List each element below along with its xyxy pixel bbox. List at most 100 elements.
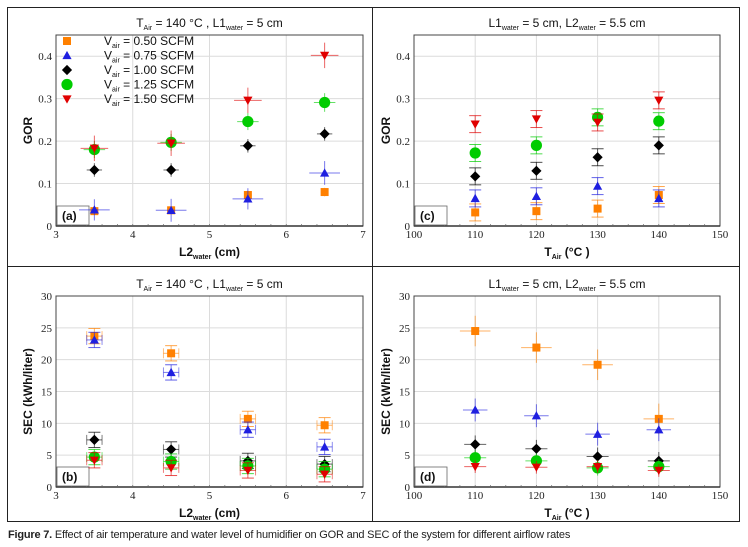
- x-tick-label: 4: [130, 229, 136, 241]
- data-point: [592, 451, 603, 462]
- y-tick-label: 0.2: [38, 136, 52, 148]
- text-run: = 140 °C , L1: [152, 16, 226, 30]
- text-run: = 5.5 cm: [596, 16, 646, 30]
- legend-label: Vair = 1.25 SCFM: [104, 78, 194, 94]
- x-tick-label: 100: [406, 490, 423, 502]
- subscript: water: [192, 254, 212, 261]
- y-tick-label: 20: [399, 355, 411, 367]
- y-tick-label: 10: [41, 418, 53, 430]
- text-run: = 0.50 SCFM: [120, 34, 194, 48]
- subscript: air: [112, 87, 120, 94]
- text-run: (cm): [211, 506, 240, 520]
- x-tick-label: 110: [467, 229, 484, 241]
- data-point: [166, 164, 177, 176]
- text-run: = 1.00 SCFM: [120, 63, 194, 77]
- data-point: [531, 443, 542, 454]
- subscript: Air: [552, 515, 562, 522]
- x-tick-label: 7: [360, 229, 366, 241]
- data-point: [167, 349, 176, 358]
- panel-label: (d): [420, 470, 435, 484]
- panel-label-box: [414, 205, 448, 226]
- data-point: [530, 139, 543, 151]
- series-3: [469, 108, 665, 162]
- data-point: [242, 140, 253, 151]
- y-tick-label: 15: [399, 387, 411, 399]
- series-1: [79, 161, 340, 222]
- data-point: [593, 204, 602, 213]
- data-point: [89, 456, 99, 465]
- text-run: V: [104, 49, 112, 63]
- data-point: [320, 470, 330, 479]
- text-run: T: [544, 245, 552, 259]
- panel-label: (a): [62, 209, 77, 223]
- data-point: [166, 444, 177, 455]
- x-tick-label: 130: [589, 490, 606, 502]
- legend-label: Vair = 1.50 SCFM: [104, 92, 194, 108]
- subscript: water: [192, 515, 212, 522]
- text-run: L1: [489, 16, 503, 30]
- subscript: water: [578, 25, 597, 32]
- data-point: [166, 367, 176, 377]
- x-tick-label: 130: [589, 229, 606, 241]
- series-4: [469, 91, 665, 134]
- plot-area-frame: [413, 34, 721, 227]
- panel-title: TAir = 140 °C , L1water = 5 cm: [136, 277, 283, 293]
- data-point: [654, 425, 664, 434]
- legend-item: Vair = 1.50 SCFM: [62, 92, 194, 108]
- text-run: V: [104, 92, 112, 106]
- data-point: [470, 120, 480, 129]
- subscript: air: [112, 58, 120, 65]
- series-4: [86, 452, 333, 483]
- x-tick-label: 3: [53, 229, 59, 241]
- subscript: water: [501, 286, 520, 293]
- series-1: [469, 177, 665, 208]
- subscript: Air: [552, 254, 562, 261]
- y-axis-label: GOR: [379, 117, 393, 145]
- y-tick-label: 0: [47, 221, 53, 233]
- data-point: [89, 164, 100, 176]
- y-tick-label: 20: [41, 355, 53, 367]
- data-point: [243, 425, 253, 434]
- data-point: [89, 335, 99, 344]
- data-point: [89, 144, 99, 153]
- data-point: [166, 139, 176, 148]
- data-point: [166, 464, 176, 473]
- text-run: = 5 cm, L2: [519, 277, 579, 291]
- data-point: [593, 360, 602, 369]
- data-point: [166, 205, 176, 214]
- y-tick-label: 0.4: [396, 51, 410, 63]
- legend-item: Vair = 0.50 SCFM: [63, 34, 194, 50]
- text-run: = 0.75 SCFM: [120, 49, 194, 63]
- text-run: (°C ): [561, 506, 589, 520]
- data-point: [593, 462, 603, 472]
- text-run: = 5.5 cm: [596, 277, 646, 291]
- y-tick-label: 30: [399, 291, 411, 303]
- text-run: = 140 °C , L1: [152, 277, 226, 291]
- data-point: [470, 462, 480, 472]
- data-point: [320, 442, 330, 451]
- data-point: [470, 439, 481, 450]
- text-run: V: [104, 63, 112, 77]
- text-run: = 5 cm: [243, 277, 283, 291]
- data-point: [653, 140, 664, 151]
- data-point: [243, 194, 253, 203]
- data-point: [242, 115, 254, 128]
- subscript: air: [112, 43, 120, 50]
- legend-marker: [61, 78, 73, 91]
- x-tick-label: 150: [712, 229, 729, 241]
- figure-frame: [7, 7, 740, 522]
- legend-item: Vair = 0.75 SCFM: [62, 49, 194, 65]
- text-run: (°C ): [561, 245, 589, 259]
- series-0: [469, 186, 665, 222]
- data-point: [89, 205, 99, 214]
- data-point: [469, 452, 481, 464]
- text-run: = 5 cm: [243, 16, 283, 30]
- legend-item: Vair = 1.25 SCFM: [61, 78, 194, 94]
- x-axis-label: TAir (°C ): [544, 506, 589, 522]
- text-run: = 1.50 SCFM: [120, 92, 194, 106]
- data-point: [320, 188, 329, 197]
- data-point: [532, 207, 541, 216]
- data-point: [320, 51, 330, 60]
